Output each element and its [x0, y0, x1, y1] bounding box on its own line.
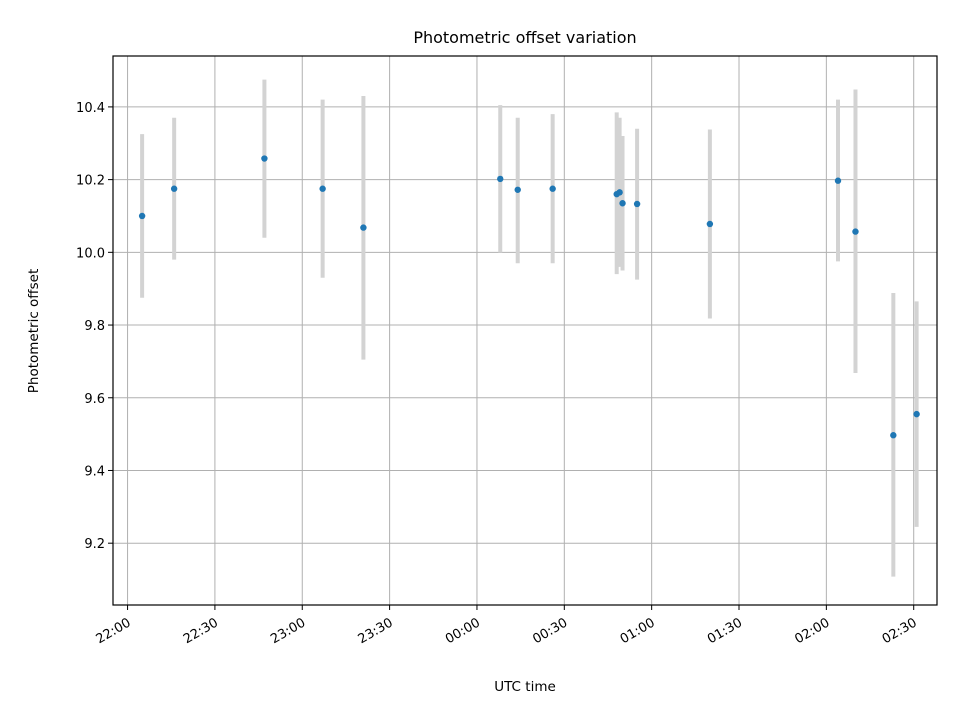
chart-title: Photometric offset variation	[413, 28, 636, 47]
x-axis-label: UTC time	[494, 679, 556, 695]
data-point	[616, 189, 623, 196]
data-point	[170, 185, 178, 192]
data-point	[852, 228, 859, 235]
y-tick-label: 10.2	[76, 174, 105, 189]
grid-layer	[113, 56, 937, 605]
data-point	[890, 432, 897, 439]
data-point	[834, 177, 842, 184]
y-tick-label: 10.4	[76, 101, 105, 116]
data-point	[913, 410, 920, 418]
y-tick-label: 9.8	[84, 319, 105, 334]
data-point	[497, 175, 504, 183]
data-points	[138, 155, 920, 439]
data-point	[514, 186, 521, 193]
data-point	[633, 200, 641, 208]
y-axis-label: Photometric offset	[26, 269, 42, 393]
data-point	[706, 220, 714, 228]
y-tick-label: 10.0	[76, 246, 105, 261]
data-point	[619, 200, 626, 207]
data-point	[138, 212, 146, 220]
data-point	[549, 185, 556, 192]
data-point	[261, 155, 268, 162]
y-tick-label: 9.2	[84, 537, 105, 552]
y-tick-label: 9.6	[84, 392, 105, 407]
plot-frame	[112, 55, 938, 606]
data-point	[360, 224, 367, 231]
data-point	[319, 185, 326, 192]
y-tick-label: 9.4	[84, 464, 105, 479]
